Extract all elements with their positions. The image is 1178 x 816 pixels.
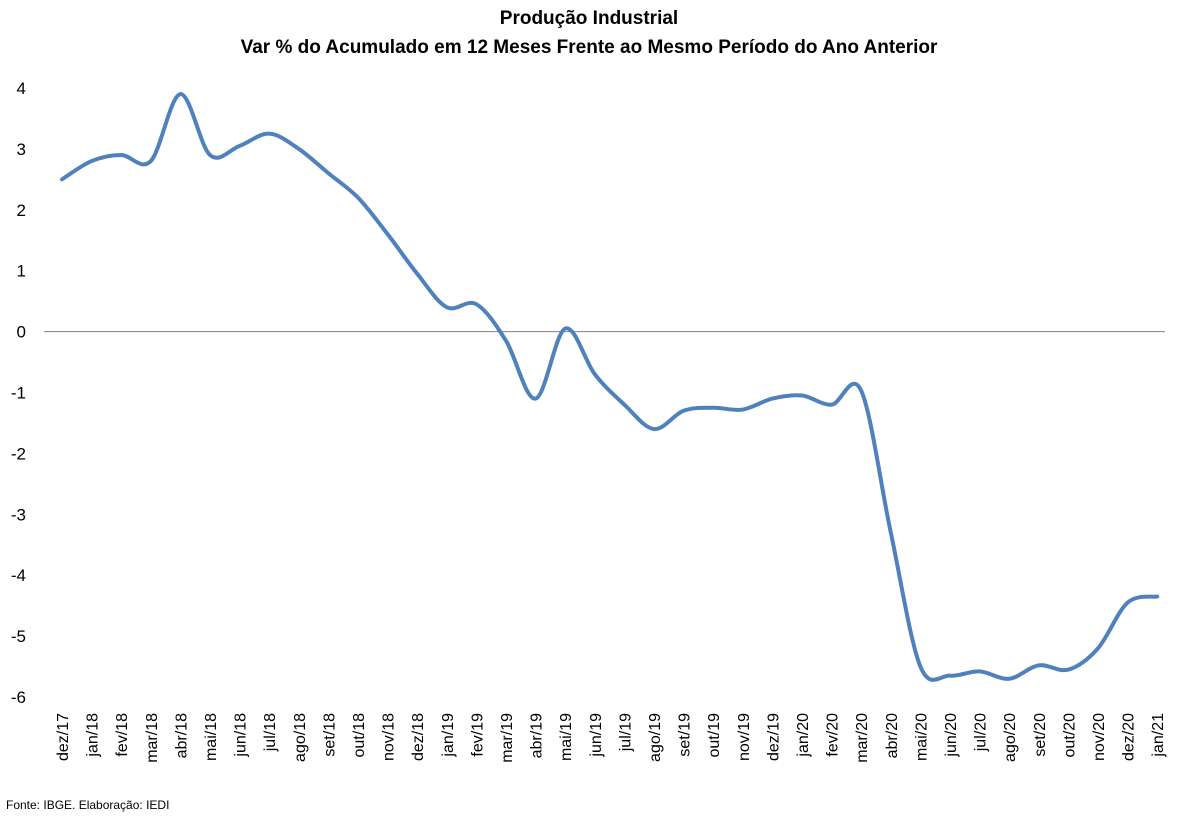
- x-tick-label: out/20: [1061, 713, 1078, 758]
- x-tick-label: out/19: [706, 713, 723, 758]
- x-tick-label: jan/21: [1150, 713, 1167, 758]
- y-tick-label: 0: [17, 323, 26, 342]
- chart-title-line-1: Produção Industrial: [500, 8, 678, 29]
- y-tick-label: 2: [17, 201, 26, 220]
- x-tick-label: jun/18: [233, 713, 250, 758]
- data-point-fev-18: [119, 153, 123, 157]
- chart-title: Produção Industrial Var % do Acumulado e…: [241, 8, 938, 58]
- data-point-jun-18: [238, 144, 242, 148]
- x-tick-label: mar/19: [499, 713, 516, 763]
- data-point-abr-18: [178, 92, 182, 96]
- data-point-jul-20: [978, 669, 982, 673]
- data-point-abr-19: [534, 397, 538, 401]
- y-tick-label: 3: [17, 140, 26, 159]
- y-tick-label: -1: [11, 384, 26, 403]
- data-point-mar-19: [504, 339, 508, 343]
- data-point-fev-19: [474, 302, 478, 306]
- y-tick-label: 1: [17, 262, 26, 281]
- x-tick-label: mai/19: [558, 713, 575, 761]
- data-point-set-18: [326, 171, 330, 175]
- x-tick-label: set/19: [677, 713, 694, 757]
- data-point-set-19: [682, 409, 686, 413]
- data-points: [60, 92, 1159, 681]
- x-axis-ticks: dez/17 jan/18 fev/18 mar/18 abr/18 mai/18 jun/…: [55, 713, 1167, 763]
- x-tick-label: jul/18: [262, 713, 279, 752]
- data-point-ago-18: [297, 147, 301, 151]
- data-point-jan-20: [800, 394, 804, 398]
- x-tick-label: jul/20: [973, 713, 990, 752]
- data-point-out-20: [1066, 668, 1070, 672]
- data-point-jan-21: [1155, 595, 1159, 599]
- data-point-ago-19: [652, 427, 656, 431]
- y-tick-label: -4: [11, 566, 26, 585]
- data-point-mai-18: [208, 153, 212, 157]
- y-tick-label: 4: [17, 79, 26, 98]
- data-point-dez-20: [1126, 601, 1130, 605]
- x-tick-label: mar/18: [144, 713, 161, 763]
- data-point-jul-18: [267, 132, 271, 136]
- x-tick-label: dez/20: [1121, 713, 1138, 761]
- data-point-set-20: [1037, 663, 1041, 667]
- data-point-dez-19: [770, 397, 774, 401]
- data-point-nov-19: [741, 408, 745, 412]
- x-tick-label: jun/19: [588, 713, 605, 758]
- data-point-out-18: [356, 196, 360, 200]
- y-tick-label: -6: [11, 688, 26, 707]
- data-point-dez-18: [415, 272, 419, 276]
- source-note: Fonte: IBGE. Elaboração: IEDI: [6, 798, 169, 812]
- data-point-jul-19: [622, 403, 626, 407]
- x-tick-label: mai/20: [913, 713, 930, 761]
- x-tick-label: nov/18: [381, 713, 398, 761]
- x-tick-label: ago/18: [292, 713, 309, 762]
- y-tick-label: -5: [11, 627, 26, 646]
- series-line: [60, 92, 1160, 682]
- data-point-mar-18: [149, 159, 153, 163]
- data-point-mar-20: [859, 389, 863, 393]
- x-tick-label: dez/19: [765, 713, 782, 761]
- data-point-ago-20: [1007, 677, 1011, 681]
- x-tick-label: mar/20: [854, 713, 871, 763]
- x-tick-label: mai/18: [203, 713, 220, 761]
- data-point-dez-17: [60, 177, 64, 181]
- data-point-nov-18: [386, 232, 390, 236]
- chart-title-line-2: Var % do Acumulado em 12 Meses Frente ao…: [241, 37, 938, 58]
- data-point-out-19: [711, 406, 715, 410]
- x-tick-label: nov/19: [736, 713, 753, 761]
- y-tick-label: -2: [11, 444, 26, 463]
- x-tick-label: ago/19: [647, 713, 664, 762]
- data-point-abr-20: [889, 531, 893, 535]
- x-tick-label: fev/20: [825, 713, 842, 757]
- x-tick-label: abr/19: [529, 713, 546, 758]
- data-point-jun-20: [948, 674, 952, 678]
- data-point-jan-18: [90, 159, 94, 163]
- x-tick-label: fev/18: [114, 713, 131, 757]
- data-point-jan-19: [445, 305, 449, 309]
- x-tick-label: dez/17: [55, 713, 72, 761]
- y-axis-ticks: 4 3 2 1 0 -1 -2 -3 -4 -5 -6: [11, 79, 26, 707]
- y-tick-label: -3: [11, 505, 26, 524]
- data-point-fev-20: [830, 403, 834, 407]
- x-tick-label: nov/20: [1091, 713, 1108, 761]
- data-point-mai-19: [563, 327, 567, 331]
- x-tick-label: jan/19: [440, 713, 457, 758]
- data-point-nov-20: [1096, 646, 1100, 650]
- x-tick-label: jan/20: [795, 713, 812, 758]
- x-tick-label: set/20: [1032, 713, 1049, 757]
- x-tick-label: out/18: [351, 713, 368, 758]
- x-tick-label: dez/18: [410, 713, 427, 761]
- x-tick-label: fev/19: [469, 713, 486, 757]
- x-tick-label: jan/18: [85, 713, 102, 758]
- x-tick-label: jul/19: [617, 713, 634, 752]
- x-tick-label: abr/18: [173, 713, 190, 758]
- x-tick-label: abr/20: [884, 713, 901, 758]
- x-tick-label: jun/20: [943, 713, 960, 758]
- x-tick-label: set/18: [321, 713, 338, 757]
- x-tick-label: ago/20: [1002, 713, 1019, 762]
- data-point-jun-19: [593, 372, 597, 376]
- data-point-mai-20: [918, 665, 922, 669]
